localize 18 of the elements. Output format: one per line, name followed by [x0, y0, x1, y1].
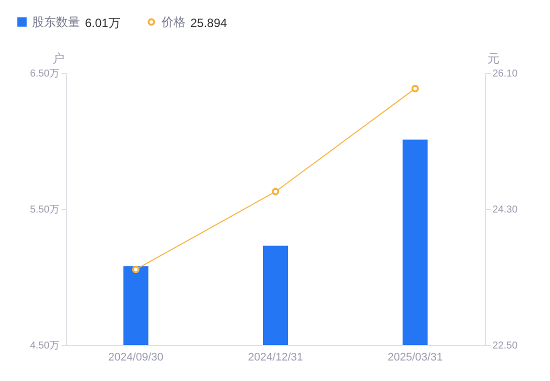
- point: [132, 266, 140, 274]
- point: [411, 84, 419, 92]
- y-axis-title: 户: [52, 52, 64, 66]
- point: [272, 188, 280, 196]
- y2-tick-label: 22.50: [492, 340, 518, 352]
- x-tick-label: 2025/03/31: [388, 352, 443, 364]
- y-tick-label: 5.50万: [30, 204, 60, 216]
- y2-tick-label: 26.10: [492, 68, 518, 80]
- y2-axis-title: 元: [488, 52, 500, 66]
- x-tick-label: 2024/09/30: [108, 352, 164, 364]
- y-tick-label: 4.50万: [30, 340, 60, 352]
- text: 6.01万: [85, 16, 120, 30]
- y-tick-label: 6.50万: [30, 68, 60, 80]
- text: 25.894: [190, 16, 228, 30]
- x-tick-label: 2024/12/31: [248, 352, 304, 364]
- legend-label: 股东数量: [32, 15, 80, 29]
- legend-label: 价格: [160, 15, 186, 29]
- y2-tick-label: 24.30: [492, 204, 518, 216]
